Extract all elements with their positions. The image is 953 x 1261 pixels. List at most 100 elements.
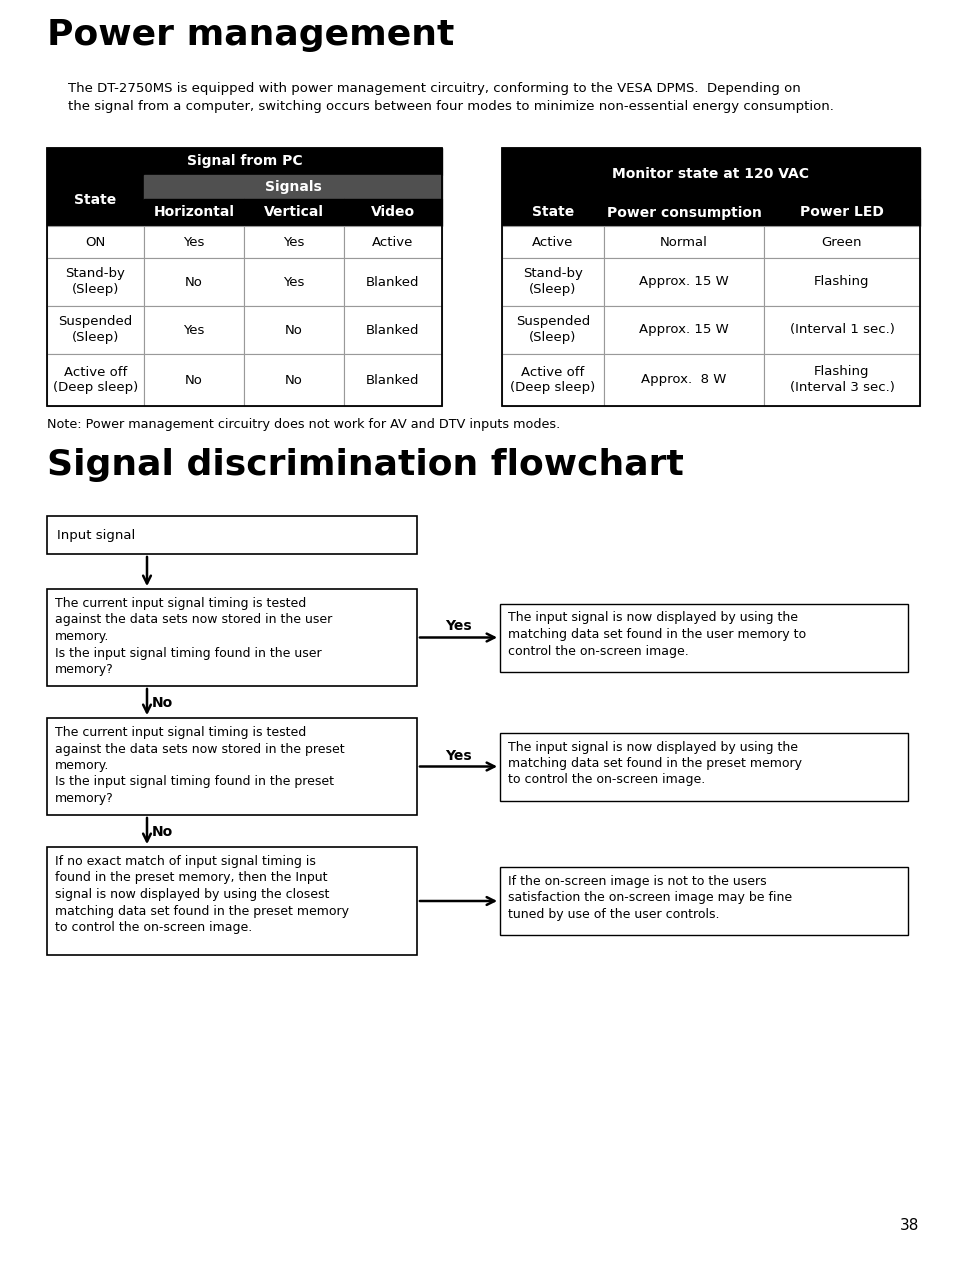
Bar: [499, 604, 907, 672]
Text: Monitor state at 120 VAC: Monitor state at 120 VAC: [612, 166, 809, 180]
Text: Blanked: Blanked: [366, 275, 419, 289]
Bar: [47, 516, 416, 554]
Bar: [501, 148, 919, 199]
Bar: [501, 306, 603, 354]
Text: Active off
(Deep sleep): Active off (Deep sleep): [510, 366, 595, 395]
Text: Stand-by
(Sleep): Stand-by (Sleep): [522, 267, 582, 296]
Text: The input signal is now displayed by using the
matching data set found in the us: The input signal is now displayed by usi…: [507, 612, 805, 657]
Bar: [144, 199, 244, 226]
Bar: [47, 148, 441, 175]
Text: No: No: [185, 275, 203, 289]
Bar: [603, 226, 763, 259]
Text: Yes: Yes: [283, 236, 304, 248]
Text: Yes: Yes: [445, 619, 472, 633]
Text: State: State: [532, 206, 574, 219]
Text: ON: ON: [85, 236, 106, 248]
Bar: [244, 259, 344, 306]
Text: Signal discrimination flowchart: Signal discrimination flowchart: [47, 448, 683, 482]
Bar: [344, 306, 441, 354]
Bar: [47, 354, 144, 406]
Bar: [244, 226, 344, 259]
Text: Approx. 15 W: Approx. 15 W: [639, 324, 728, 337]
Bar: [603, 354, 763, 406]
Bar: [499, 733, 907, 801]
Text: Yes: Yes: [183, 324, 205, 337]
Text: State: State: [74, 193, 116, 208]
Text: The DT-2750MS is equipped with power management circuitry, conforming to the VES: The DT-2750MS is equipped with power man…: [68, 82, 800, 95]
Text: Power LED: Power LED: [800, 206, 883, 219]
Text: Active: Active: [532, 236, 573, 248]
Bar: [344, 259, 441, 306]
Text: Vertical: Vertical: [264, 206, 324, 219]
Text: the signal from a computer, switching occurs between four modes to minimize non-: the signal from a computer, switching oc…: [68, 100, 833, 113]
Text: No: No: [152, 696, 173, 710]
Text: Power consumption: Power consumption: [606, 206, 760, 219]
Bar: [47, 226, 144, 259]
Text: Yes: Yes: [445, 749, 472, 763]
Text: Active off
(Deep sleep): Active off (Deep sleep): [52, 366, 138, 395]
Bar: [763, 226, 919, 259]
Bar: [144, 226, 244, 259]
Text: Suspended
(Sleep): Suspended (Sleep): [58, 315, 132, 344]
Bar: [47, 306, 144, 354]
Text: Yes: Yes: [283, 275, 304, 289]
Bar: [344, 354, 441, 406]
Text: (Interval 1 sec.): (Interval 1 sec.): [789, 324, 894, 337]
Text: Yes: Yes: [183, 236, 205, 248]
Bar: [763, 199, 919, 226]
Bar: [144, 259, 244, 306]
Text: Active: Active: [372, 236, 414, 248]
Text: No: No: [285, 373, 303, 387]
Bar: [144, 354, 244, 406]
Text: Flashing: Flashing: [814, 275, 869, 289]
Bar: [47, 175, 144, 226]
Text: Stand-by
(Sleep): Stand-by (Sleep): [66, 267, 125, 296]
Text: Input signal: Input signal: [57, 528, 135, 541]
Text: Video: Video: [371, 206, 415, 219]
Bar: [501, 226, 603, 259]
Text: Green: Green: [821, 236, 862, 248]
Bar: [603, 199, 763, 226]
Bar: [144, 175, 441, 199]
Text: Signal from PC: Signal from PC: [187, 155, 302, 169]
Text: 38: 38: [900, 1218, 919, 1233]
Bar: [763, 306, 919, 354]
Text: Approx.  8 W: Approx. 8 W: [640, 373, 726, 387]
Bar: [501, 259, 603, 306]
Text: No: No: [152, 825, 173, 839]
Bar: [501, 199, 603, 226]
Bar: [47, 259, 144, 306]
Bar: [603, 306, 763, 354]
Text: Horizontal: Horizontal: [153, 206, 234, 219]
Bar: [47, 718, 416, 815]
Text: Note: Power management circuitry does not work for AV and DTV inputs modes.: Note: Power management circuitry does no…: [47, 417, 559, 431]
Bar: [763, 354, 919, 406]
Text: Blanked: Blanked: [366, 324, 419, 337]
Bar: [47, 148, 441, 406]
Bar: [499, 868, 907, 934]
Bar: [47, 589, 416, 686]
Text: The current input signal timing is tested
against the data sets now stored in th: The current input signal timing is teste…: [55, 726, 344, 805]
Bar: [244, 199, 344, 226]
Text: Flashing
(Interval 3 sec.): Flashing (Interval 3 sec.): [789, 366, 894, 395]
Bar: [244, 354, 344, 406]
Text: If the on-screen image is not to the users
satisfaction the on-screen image may : If the on-screen image is not to the use…: [507, 875, 791, 921]
Text: If no exact match of input signal timing is
found in the preset memory, then the: If no exact match of input signal timing…: [55, 855, 349, 934]
Bar: [501, 354, 603, 406]
Text: Power management: Power management: [47, 18, 454, 52]
Text: Normal: Normal: [659, 236, 707, 248]
Text: No: No: [185, 373, 203, 387]
Bar: [244, 306, 344, 354]
Bar: [144, 306, 244, 354]
Text: Blanked: Blanked: [366, 373, 419, 387]
Bar: [501, 148, 919, 406]
Bar: [47, 847, 416, 955]
Bar: [344, 199, 441, 226]
Bar: [603, 259, 763, 306]
Text: Approx. 15 W: Approx. 15 W: [639, 275, 728, 289]
Bar: [763, 259, 919, 306]
Text: The input signal is now displayed by using the
matching data set found in the pr: The input signal is now displayed by usi…: [507, 740, 801, 787]
Text: Suspended
(Sleep): Suspended (Sleep): [516, 315, 590, 344]
Text: The current input signal timing is tested
against the data sets now stored in th: The current input signal timing is teste…: [55, 596, 332, 676]
Bar: [344, 226, 441, 259]
